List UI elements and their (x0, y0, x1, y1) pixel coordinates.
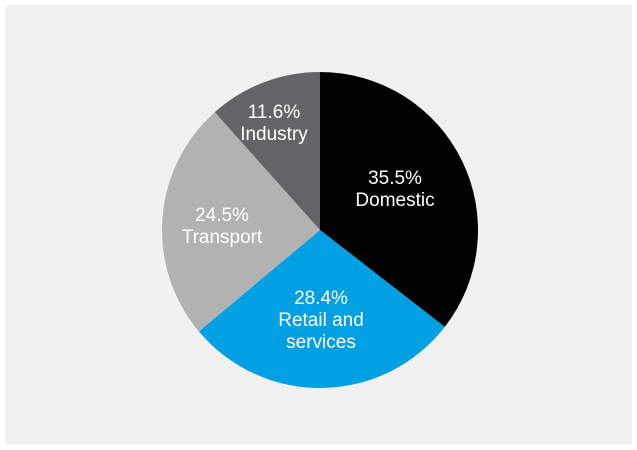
pie-slices (161, 72, 478, 389)
pie-slice-retail-and-services (198, 230, 445, 389)
pie-labels: 35.5% Domestic 28.4% Retail and services 24.5… (182, 102, 435, 353)
pie-slice-transport (161, 112, 320, 332)
slice-label-retail-and-services: 28.4% Retail and services (278, 288, 364, 353)
pie-slice-industry (214, 72, 320, 230)
slice-label-industry: 11.6% Industry (240, 102, 308, 145)
pie-slice-domestic (320, 72, 478, 327)
slice-label-domestic: 35.5% Domestic (355, 168, 434, 211)
slice-label-transport: 24.5% Transport (182, 205, 263, 248)
